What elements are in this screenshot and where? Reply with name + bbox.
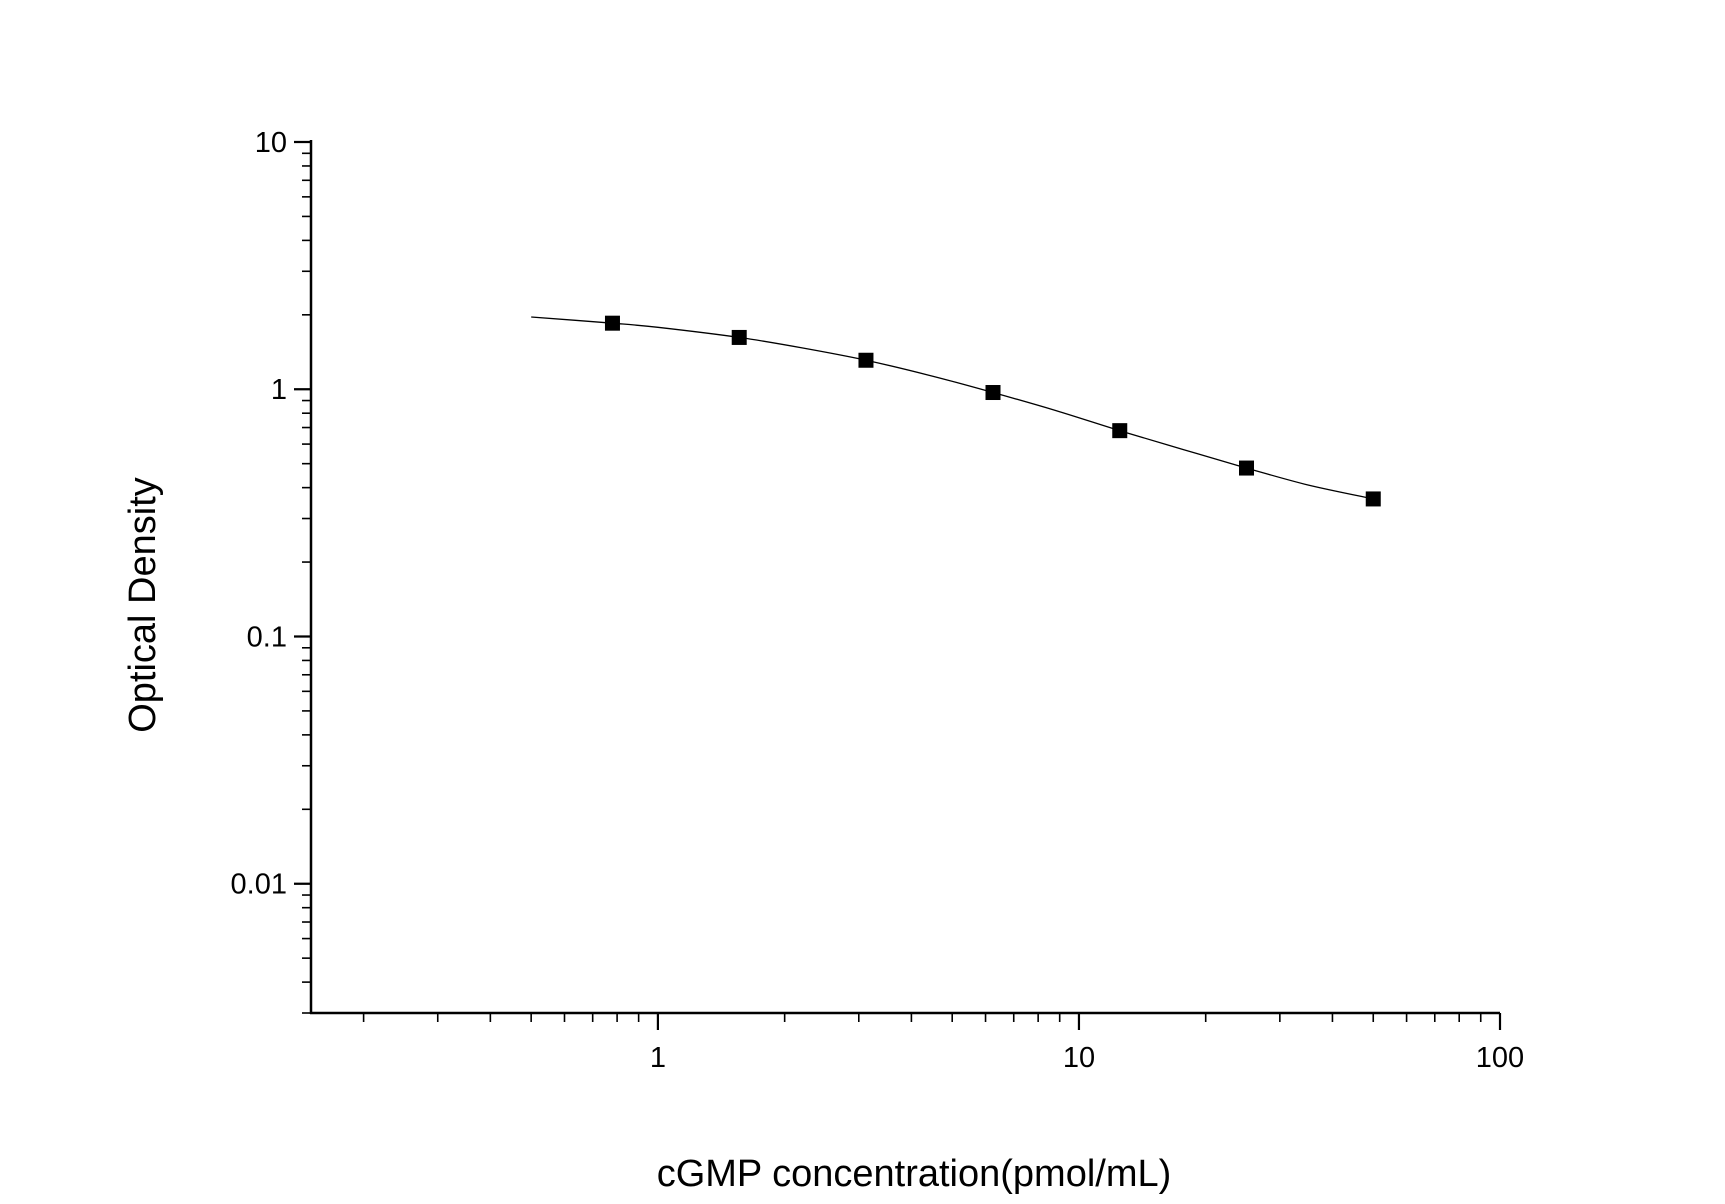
data-point-marker [731,329,747,345]
data-point-marker [858,352,874,368]
fit-curve [531,316,1374,500]
y-tick-label: 0.01 [231,869,287,901]
y-axis-major-ticks: 10 1 0.1 0.01 [231,127,311,901]
y-axis-title: Optical Density [122,477,164,733]
y-axis-minor-ticks [302,152,311,1014]
y-tick-label: 10 [255,127,287,159]
x-axis-minor-ticks [362,1013,1482,1022]
y-tick-label: 0.1 [247,621,287,653]
data-point-marker [1239,460,1255,476]
x-tick-label: 1 [650,1042,666,1074]
x-axis-major-ticks: 1 10 100 [650,1013,1524,1074]
data-point-marker [985,385,1001,401]
x-tick-label: 100 [1476,1042,1524,1074]
y-tick-label: 1 [271,374,287,406]
data-point-marker [1365,491,1381,507]
data-point-marker [604,315,620,331]
data-points [604,315,1381,507]
x-axis-title: cGMP concentration(pmol/mL) [657,1153,1172,1195]
data-point-marker [1112,423,1128,439]
x-tick-label: 10 [1063,1042,1095,1074]
